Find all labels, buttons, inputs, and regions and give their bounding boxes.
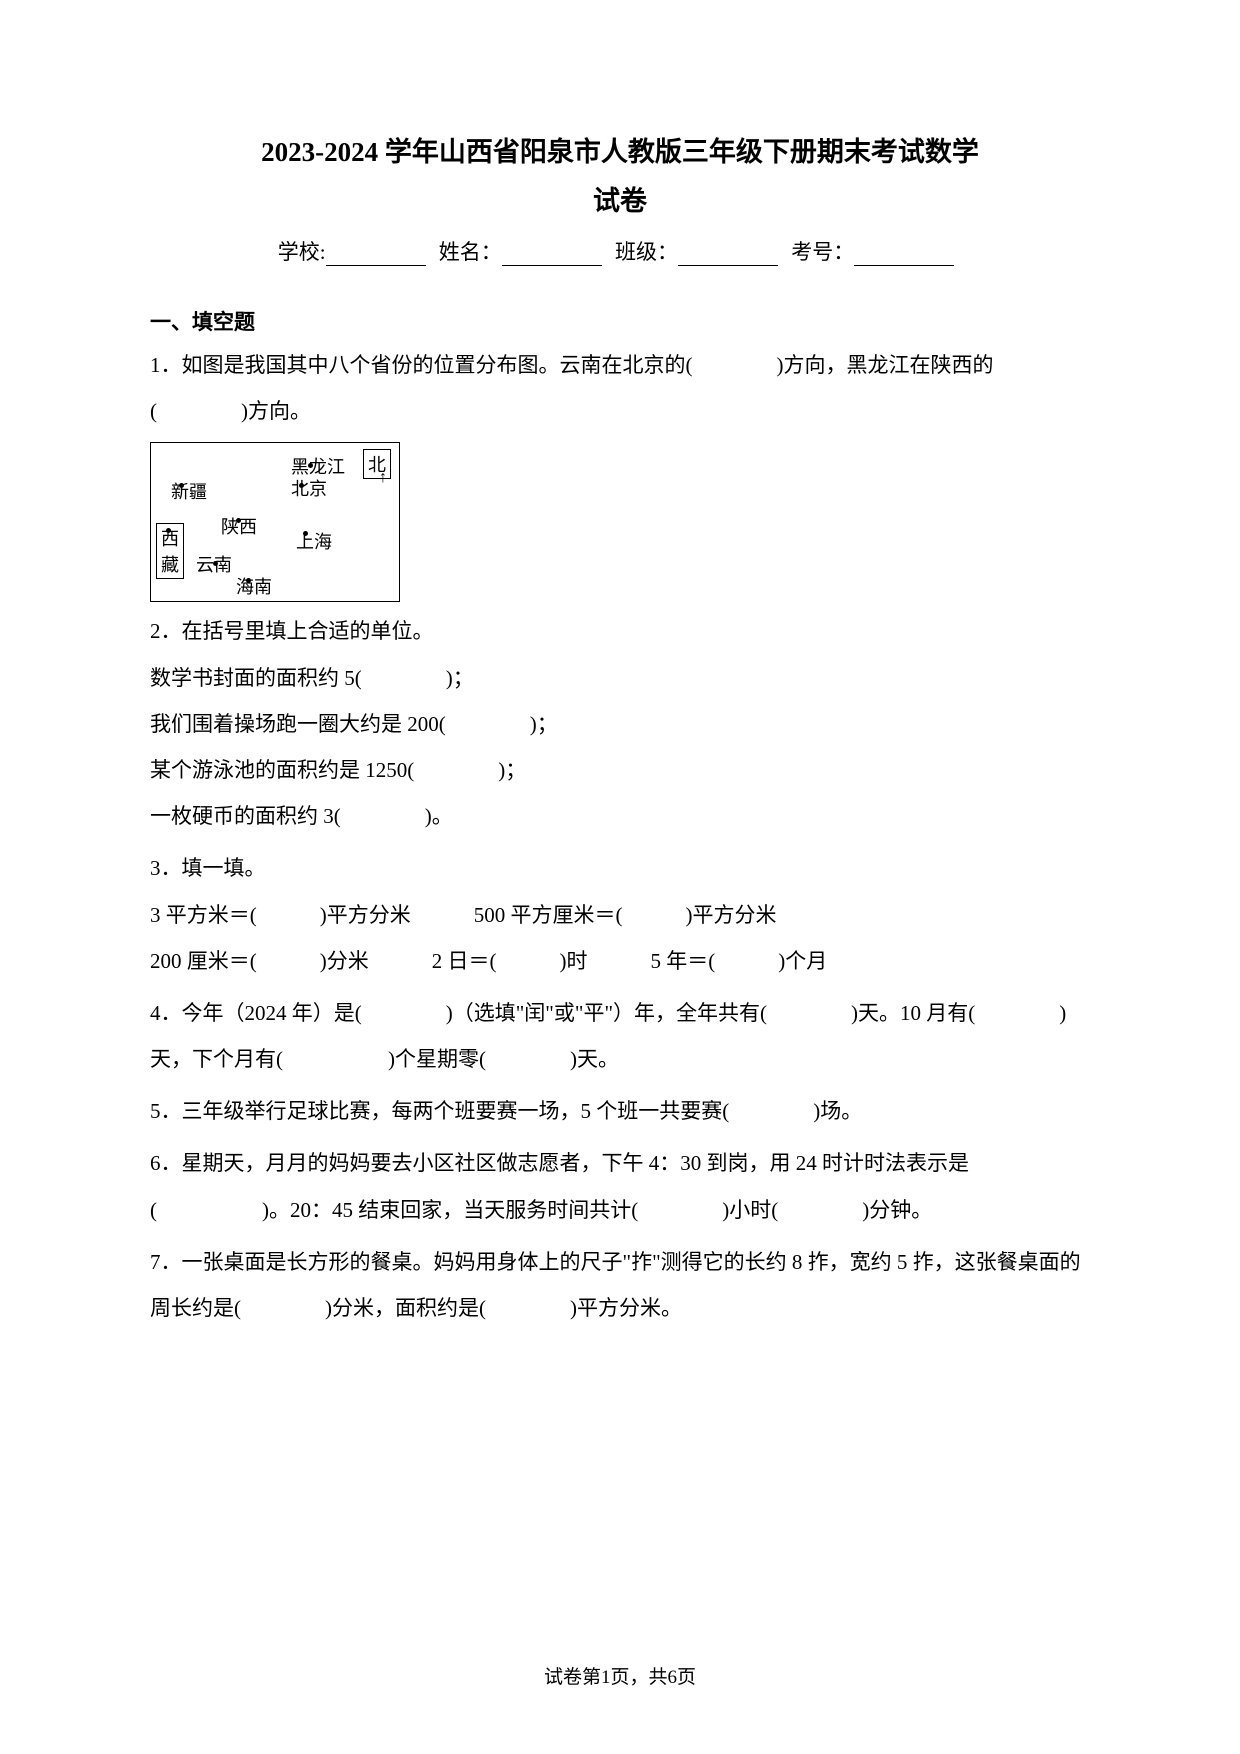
school-label: 学校:	[278, 240, 326, 264]
q1-text: 1．如图是我国其中八个省份的位置分布图。云南在北京的( )方向，黑龙江在陕西的(…	[150, 342, 1090, 434]
class-input[interactable]	[678, 265, 778, 266]
q3-line3: 200 厘米＝( )分米 2 日＝( )时 5 年＝( )个月	[150, 938, 1090, 984]
q5-text: 5．三年级举行足球比赛，每两个班要赛一场，5 个班一共要赛( )场。	[150, 1088, 1090, 1134]
q4-text: 4．今年（2024 年）是( )（选填"闰"或"平"）年，全年共有( )天。10…	[150, 990, 1090, 1082]
q2-line5: 一枚硬币的面积约 3( )。	[150, 793, 1090, 839]
label-shanghai: 上海	[296, 528, 332, 554]
q6-text: 6．星期天，月月的妈妈要去小区社区做志愿者，下午 4：30 到岗，用 24 时计…	[150, 1140, 1090, 1232]
q3-line2: 3 平方米＝( )平方分米 500 平方厘米＝( )平方分米	[150, 892, 1090, 938]
school-input[interactable]	[326, 265, 426, 266]
title-line2: 试卷	[150, 179, 1090, 218]
label-beijing: 北京	[291, 475, 327, 501]
name-label: 姓名：	[439, 240, 502, 264]
class-label: 班级：	[615, 240, 678, 264]
q2-line1: 2．在括号里填上合适的单位。	[150, 608, 1090, 654]
q3-line1: 3．填一填。	[150, 845, 1090, 891]
name-input[interactable]	[502, 265, 602, 266]
page-footer: 试卷第1页，共6页	[0, 1662, 1240, 1689]
q2-line2: 数学书封面的面积约 5( )；	[150, 655, 1090, 701]
examno-label: 考号：	[791, 240, 854, 264]
north-arrow-icon: ↑	[379, 469, 387, 487]
q7-text: 7．一张桌面是长方形的餐桌。妈妈用身体上的尺子"拃"测得它的长约 8 拃，宽约 …	[150, 1239, 1090, 1331]
examno-input[interactable]	[854, 265, 954, 266]
label-hainan: 海南	[236, 573, 272, 599]
section1-header: 一、填空题	[150, 306, 1090, 336]
q2-line4: 某个游泳池的面积约是 1250( )；	[150, 747, 1090, 793]
title-line1: 2023-2024 学年山西省阳泉市人教版三年级下册期末考试数学	[150, 130, 1090, 169]
label-shaanxi: 陕西	[221, 513, 257, 539]
map-diagram: 北 ↑ 黑龙江 北京 新疆 陕西 西藏 上海 云南 海南	[150, 442, 400, 602]
form-line: 学校: 姓名： 班级： 考号：	[150, 236, 1090, 266]
label-yunnan: 云南	[196, 551, 232, 577]
q2-line3: 我们围着操场跑一圈大约是 200( )；	[150, 701, 1090, 747]
label-xinjiang: 新疆	[171, 478, 207, 504]
